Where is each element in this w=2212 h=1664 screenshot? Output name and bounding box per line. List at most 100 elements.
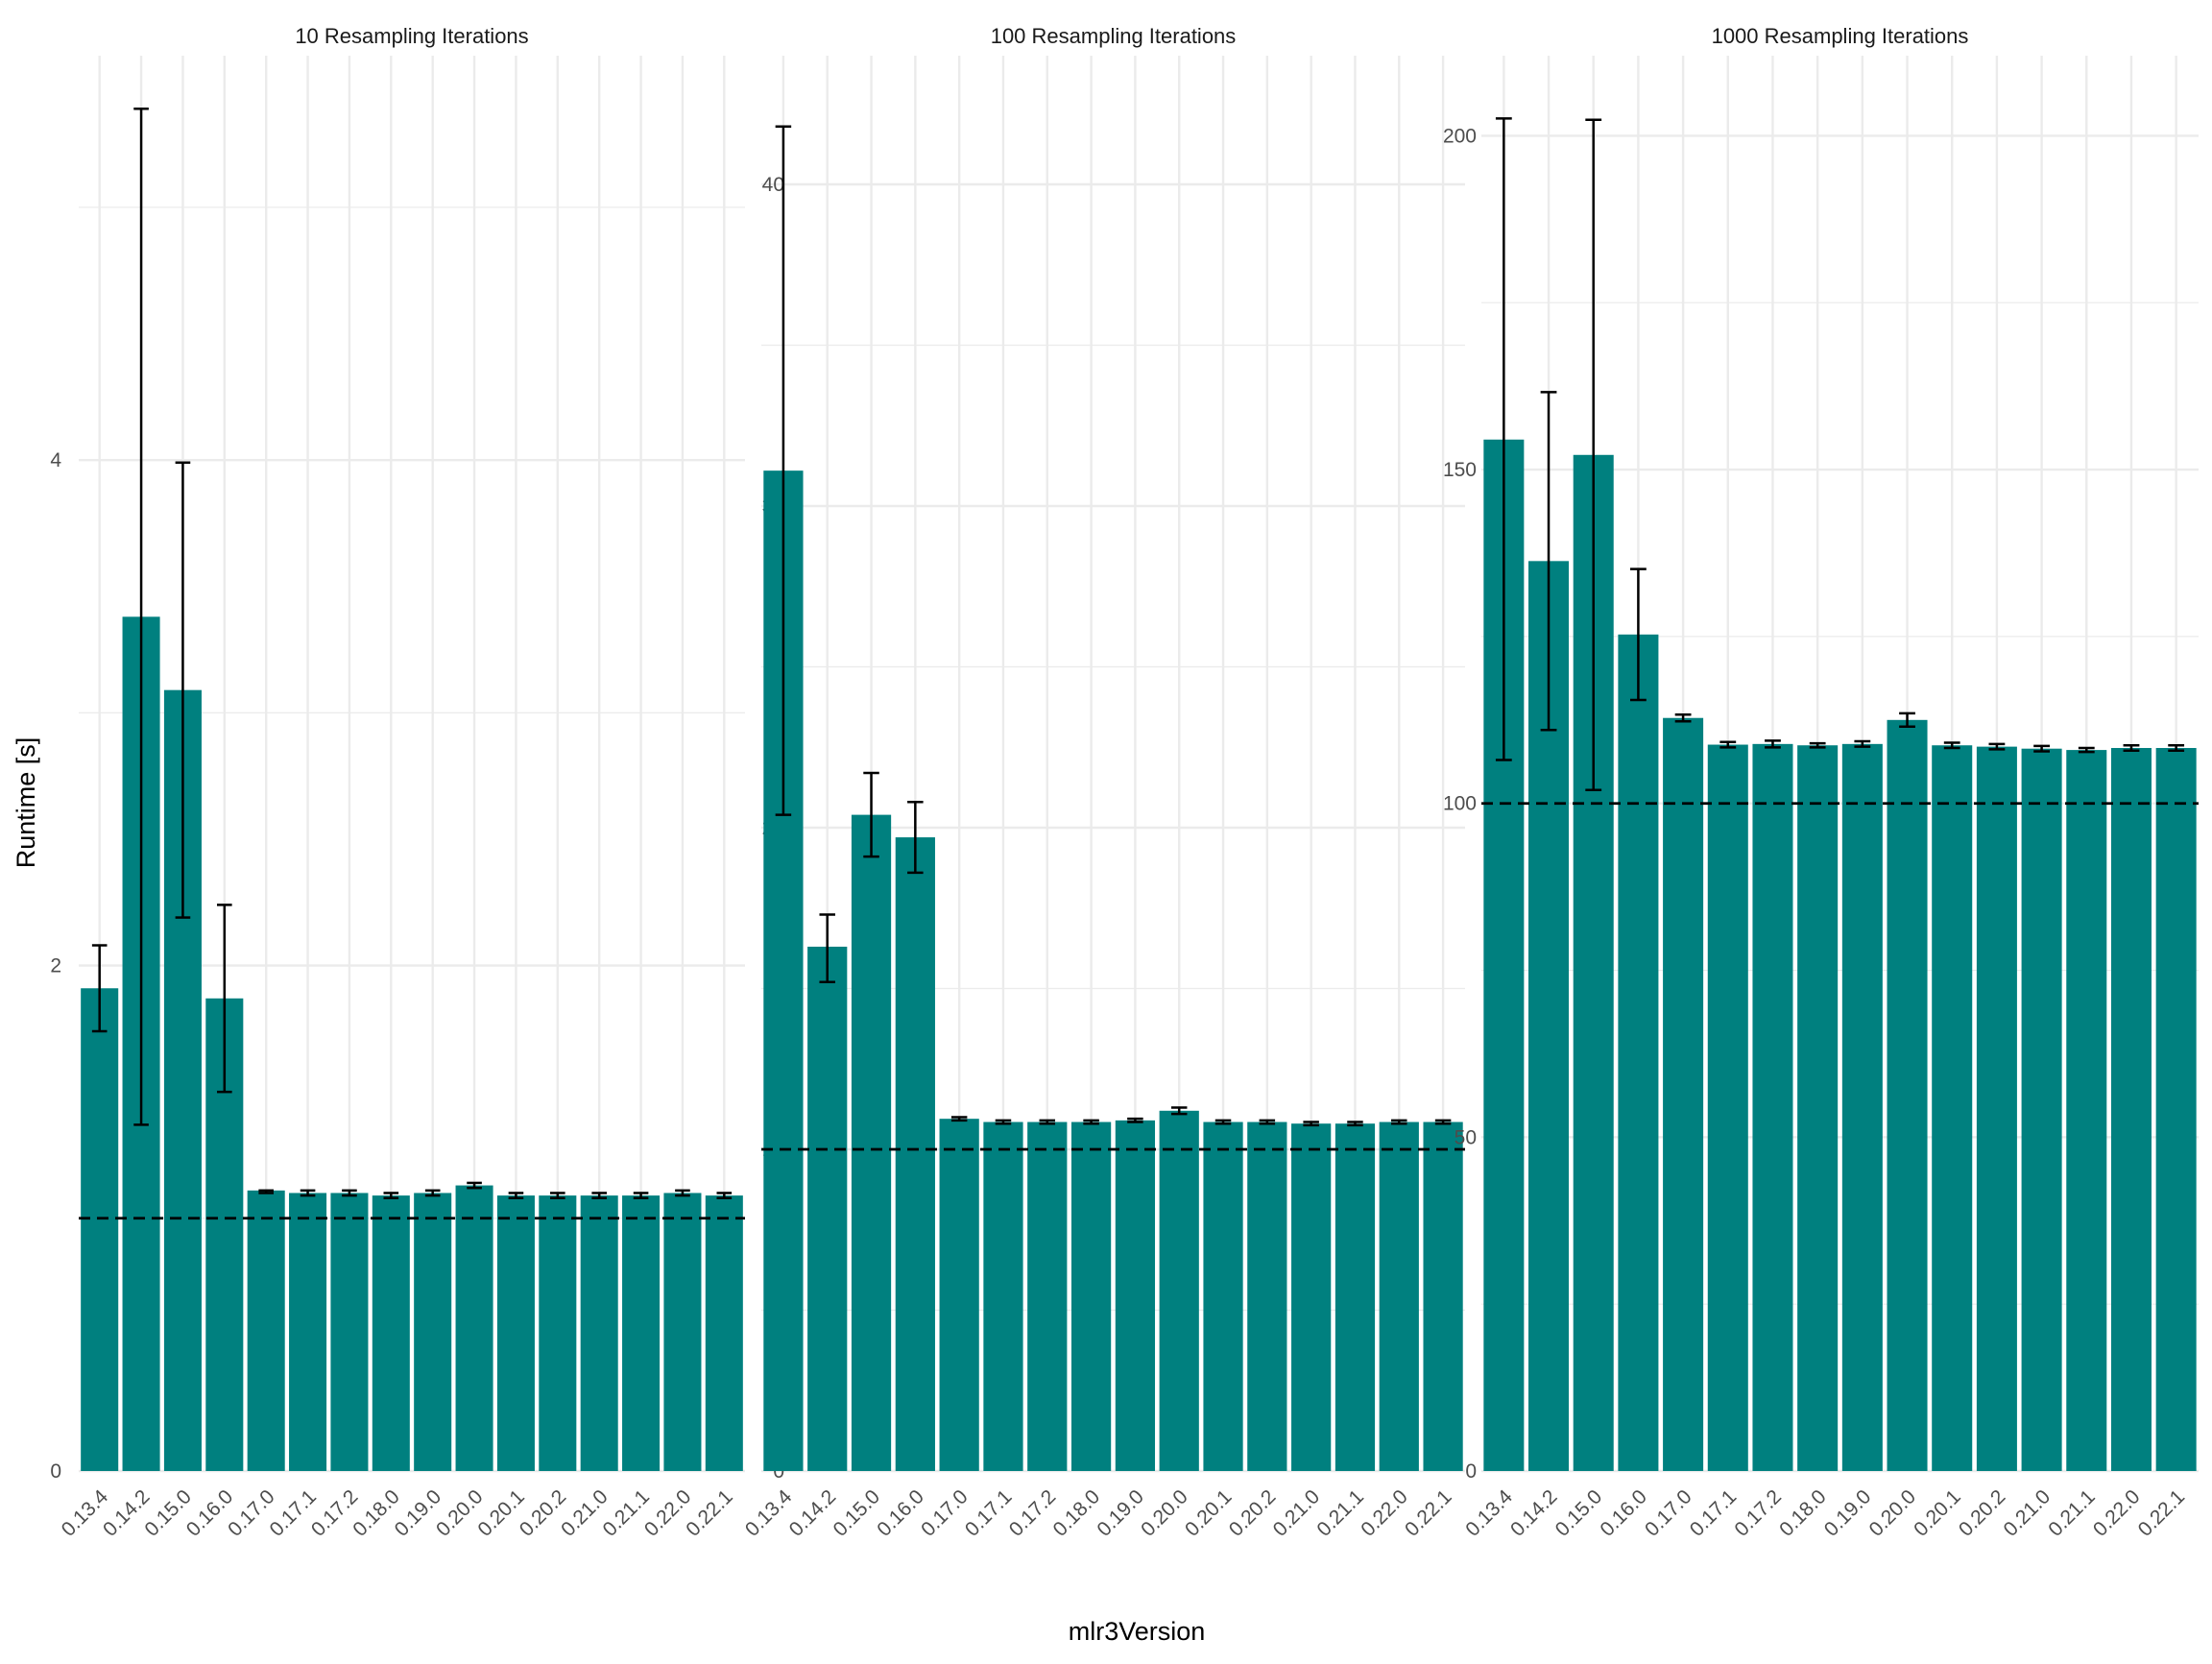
y-tick-label: 50: [1455, 1126, 1477, 1148]
x-tick-label: 0.16.0: [182, 1485, 238, 1541]
x-tick-label: 0.17.2: [1005, 1485, 1061, 1541]
x-tick-label: 0.13.4: [58, 1485, 113, 1541]
bar: [247, 1190, 285, 1471]
x-tick-label: 0.22.0: [1357, 1485, 1412, 1541]
bar: [1976, 746, 2017, 1471]
bar: [1752, 743, 1793, 1471]
bar: [1291, 1123, 1332, 1471]
x-tick-label: 0.19.0: [391, 1485, 446, 1541]
bar: [1618, 634, 1659, 1471]
x-tick-label: 0.22.0: [2089, 1485, 2145, 1541]
bar: [1841, 743, 1883, 1471]
x-tick-label: 0.20.1: [1910, 1485, 1965, 1541]
x-tick-label: 0.21.0: [2000, 1485, 2056, 1541]
x-tick-label: 0.16.0: [1596, 1485, 1651, 1541]
x-tick-label: 0.20.2: [1955, 1485, 2010, 1541]
x-tick-label: 0.18.0: [1049, 1485, 1105, 1541]
bar: [1423, 1121, 1463, 1471]
bar: [2110, 748, 2152, 1471]
y-tick-label: 0: [773, 1460, 784, 1483]
x-tick-label: 0.21.1: [1312, 1485, 1368, 1541]
bar: [539, 1195, 577, 1471]
x-tick-label: 0.22.1: [2134, 1485, 2190, 1541]
x-tick-label: 0.17.0: [917, 1485, 973, 1541]
bar: [851, 814, 892, 1471]
x-tick-label: 0.17.2: [1730, 1485, 1786, 1541]
y-tick-label: 40: [762, 174, 784, 196]
bar: [895, 837, 935, 1471]
bar: [2021, 748, 2062, 1471]
x-tick-label: 0.20.0: [432, 1485, 488, 1541]
x-tick-label: 0.20.2: [516, 1485, 571, 1541]
y-tick-label: 150: [1443, 459, 1477, 481]
bar: [580, 1195, 618, 1471]
x-tick-label: 0.18.0: [1775, 1485, 1831, 1541]
x-tick-label: 0.16.0: [873, 1485, 928, 1541]
x-tick-label: 0.22.1: [682, 1485, 737, 1541]
facet-title: 10 Resampling Iterations: [295, 24, 528, 48]
bar: [1159, 1110, 1199, 1471]
facet-title: 1000 Resampling Iterations: [1712, 24, 1969, 48]
facet-panel-3: 1000 Resampling Iterations 0 50 100 150 200 0.…: [1443, 24, 2199, 1541]
x-tick-label: 0.17.1: [1686, 1485, 1742, 1541]
x-tick-label: 0.15.0: [1551, 1485, 1607, 1541]
bar: [81, 988, 119, 1471]
bar: [1797, 745, 1839, 1471]
bar: [372, 1195, 410, 1471]
bar: [1707, 744, 1748, 1471]
x-tick-label: 0.17.1: [961, 1485, 1017, 1541]
x-tick-label: 0.17.1: [266, 1485, 322, 1541]
bar: [1203, 1121, 1243, 1471]
x-tick-label: 0.21.0: [557, 1485, 613, 1541]
x-tick-label: 0.19.0: [1820, 1485, 1876, 1541]
facet-title: 100 Resampling Iterations: [991, 24, 1237, 48]
bar: [807, 946, 848, 1471]
x-tick-label: 0.21.0: [1269, 1485, 1325, 1541]
bar: [455, 1185, 493, 1471]
bar: [622, 1195, 661, 1471]
bar: [1334, 1123, 1376, 1471]
y-tick-label: 2: [50, 955, 61, 977]
x-tick-label: 0.14.2: [785, 1485, 841, 1541]
bar: [1070, 1121, 1112, 1471]
bar: [939, 1119, 979, 1471]
bar: [1115, 1120, 1156, 1471]
y-tick-label: 100: [1443, 793, 1477, 815]
y-tick-label: 0: [1465, 1460, 1477, 1483]
x-tick-label: 0.13.4: [1461, 1485, 1517, 1541]
y-tick-label: 4: [50, 449, 61, 471]
y-tick-label: 200: [1443, 125, 1477, 147]
x-tick-label: 0.20.1: [1181, 1485, 1237, 1541]
bar: [705, 1195, 743, 1471]
y-axis-title: Runtime [s]: [12, 737, 40, 869]
x-tick-label: 0.21.1: [599, 1485, 655, 1541]
bar: [330, 1193, 369, 1471]
x-tick-label: 0.13.4: [741, 1485, 797, 1541]
x-tick-label: 0.15.0: [830, 1485, 885, 1541]
y-tick-label: 0: [50, 1460, 61, 1483]
x-tick-label: 0.20.0: [1865, 1485, 1921, 1541]
x-tick-label: 0.19.0: [1093, 1485, 1148, 1541]
facet-panel-1: 10 Resampling Iterations0240.13.40.14.20…: [50, 24, 745, 1541]
bar: [1932, 745, 1973, 1471]
bar: [1027, 1121, 1068, 1471]
bar: [1663, 717, 1704, 1471]
x-tick-label: 0.22.1: [1401, 1485, 1456, 1541]
bar: [663, 1193, 702, 1471]
x-tick-label: 0.21.1: [2044, 1485, 2100, 1541]
facet-panel-2: 100 Resampling Iterations0102030400.13.4…: [741, 24, 1465, 1541]
x-tick-label: 0.20.0: [1137, 1485, 1192, 1541]
x-tick-label: 0.17.0: [224, 1485, 279, 1541]
bar: [1379, 1121, 1419, 1471]
x-tick-label: 0.20.2: [1225, 1485, 1281, 1541]
x-tick-label: 0.18.0: [349, 1485, 404, 1541]
x-tick-label: 0.17.2: [307, 1485, 363, 1541]
bar: [2066, 750, 2107, 1471]
bar: [1887, 719, 1928, 1471]
x-tick-label: 0.17.0: [1641, 1485, 1696, 1541]
bar: [414, 1193, 452, 1471]
x-tick-label: 0.20.1: [473, 1485, 529, 1541]
x-tick-label: 0.22.0: [640, 1485, 696, 1541]
